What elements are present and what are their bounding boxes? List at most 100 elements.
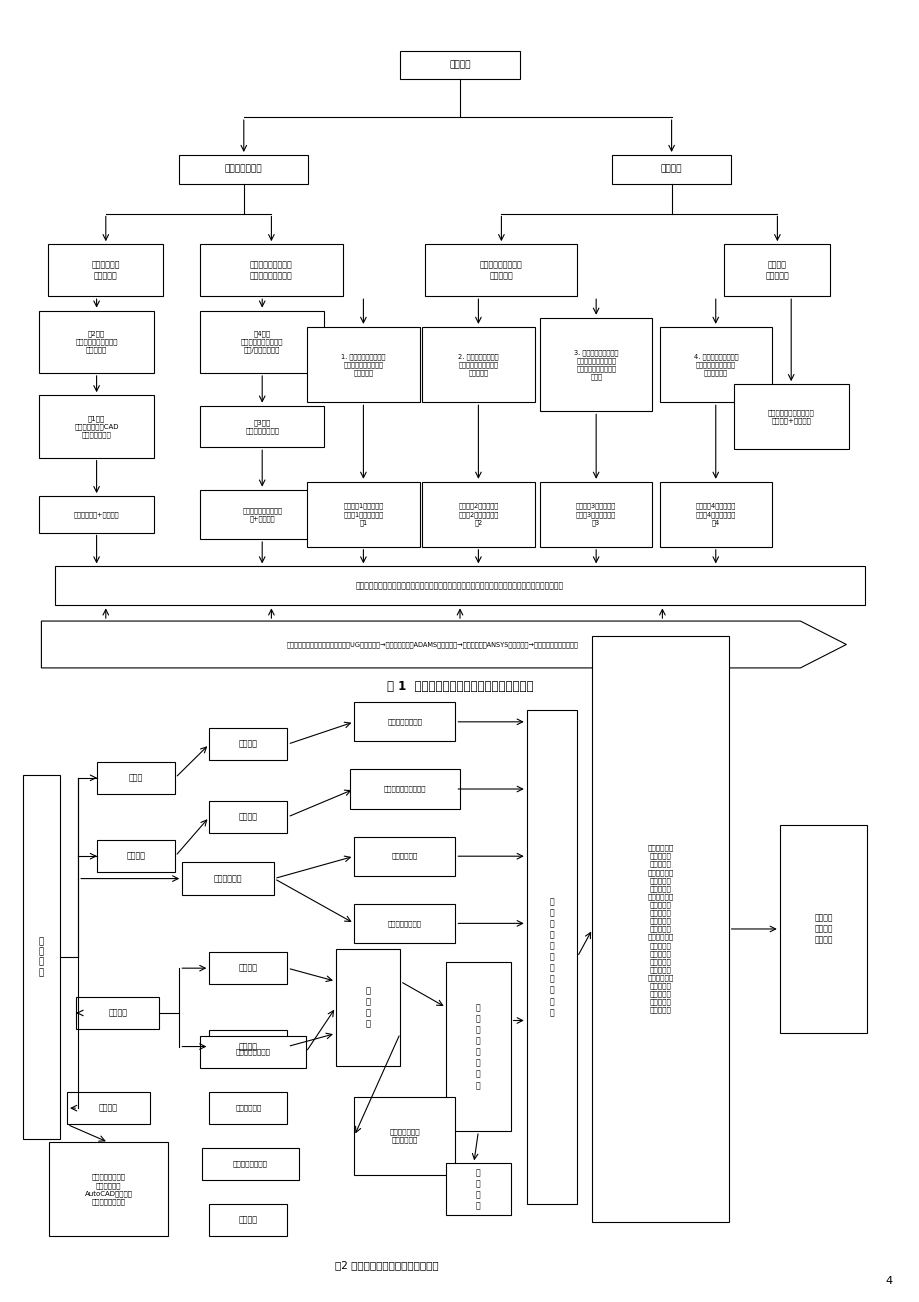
Text: 线性代数: 线性代数	[127, 852, 145, 861]
Polygon shape	[41, 621, 845, 668]
FancyBboxPatch shape	[210, 952, 287, 984]
FancyBboxPatch shape	[539, 318, 652, 411]
FancyBboxPatch shape	[526, 710, 577, 1204]
FancyBboxPatch shape	[539, 482, 652, 547]
FancyBboxPatch shape	[179, 155, 308, 184]
Text: 专业课群4＋产品设计
与实现4＋工程设计专
题4: 专业课群4＋产品设计 与实现4＋工程设计专 题4	[695, 503, 735, 526]
Text: 工程能力: 工程能力	[660, 165, 682, 173]
Text: 图2 以能力培养为核心的课程体系图: 图2 以能力培养为核心的课程体系图	[335, 1260, 437, 1269]
Text: 高
等
数
学: 高 等 数 学	[39, 937, 44, 976]
FancyBboxPatch shape	[39, 310, 154, 372]
FancyBboxPatch shape	[400, 51, 519, 79]
Text: 2. 机械电子工程方向
机电系统结构与控制综
合设计能力: 2. 机械电子工程方向 机电系统结构与控制综 合设计能力	[458, 353, 498, 376]
FancyBboxPatch shape	[67, 1092, 150, 1125]
FancyBboxPatch shape	[354, 837, 455, 876]
FancyBboxPatch shape	[39, 396, 154, 458]
Text: 毕业设计
（综合设
计能力）: 毕业设计 （综合设 计能力）	[813, 914, 832, 944]
FancyBboxPatch shape	[97, 840, 176, 872]
Text: 能力训练：工程制
图课程设计、
AutoCAD实训、三
维工程软件实训。: 能力训练：工程制 图课程设计、 AutoCAD实训、三 维工程软件实训。	[85, 1174, 132, 1204]
FancyBboxPatch shape	[199, 310, 324, 372]
Text: 机械工程测试技术基础: 机械工程测试技术基础	[383, 785, 425, 793]
Text: 单片机原理及应用: 单片机原理及应用	[388, 921, 421, 927]
Text: 第1学期
基于手绘和二维CAD
的结构表达能力: 第1学期 基于手绘和二维CAD 的结构表达能力	[74, 415, 119, 437]
Text: 4: 4	[884, 1276, 891, 1286]
Text: 理论力学: 理论力学	[239, 963, 257, 973]
Text: 能力训练：机械
设计课程设计: 能力训练：机械 设计课程设计	[389, 1129, 420, 1143]
Text: 构思与分析能力: 构思与分析能力	[225, 165, 262, 173]
FancyBboxPatch shape	[199, 490, 324, 539]
FancyBboxPatch shape	[779, 825, 867, 1034]
FancyBboxPatch shape	[199, 245, 342, 297]
Text: 第4学期
机械动力学分析及机构
设计/产品概念设计: 第4学期 机械动力学分析及机构 设计/产品概念设计	[241, 331, 283, 353]
Text: 4. 液体传动与控制方向
机电液气一体化综合设
计与控制能力: 4. 液体传动与控制方向 机电液气一体化综合设 计与控制能力	[693, 353, 737, 376]
Text: 工程制图课群+设计实训: 工程制图课群+设计实训	[74, 510, 119, 518]
FancyBboxPatch shape	[210, 1030, 287, 1062]
FancyBboxPatch shape	[611, 155, 731, 184]
FancyBboxPatch shape	[354, 702, 455, 741]
Text: 金属热加工工艺概: 金属热加工工艺概	[233, 1161, 267, 1168]
Text: 设计平台：一年级三维工程设计软件UG（一年级）→动力学分析软件ADAMS（二年级）→结构分析软件ANSYS（三年级）→软件综合应用（四年级）: 设计平台：一年级三维工程设计软件UG（一年级）→动力学分析软件ADAMS（二年级…	[286, 641, 578, 648]
Text: 项目驱动的课外科技活动＋知识技能竞赛（制图大赛、力学竞赛、机械设计大赛等）＋企业学习与实践: 项目驱动的课外科技活动＋知识技能竞赛（制图大赛、力学竞赛、机械设计大赛等）＋企业…	[356, 582, 563, 590]
FancyBboxPatch shape	[49, 245, 164, 297]
Text: 材料力学: 材料力学	[239, 1042, 257, 1051]
FancyBboxPatch shape	[349, 769, 460, 809]
FancyBboxPatch shape	[733, 384, 848, 449]
Text: 工程制图: 工程制图	[99, 1104, 118, 1113]
Text: 专业能力: 专业能力	[448, 61, 471, 69]
Text: 综合能力
（四年级）: 综合能力 （四年级）	[765, 260, 789, 280]
Text: 机构运动学及动力学
分析能力（二年级）: 机构运动学及动力学 分析能力（二年级）	[250, 260, 292, 280]
FancyBboxPatch shape	[446, 1163, 510, 1215]
FancyBboxPatch shape	[592, 635, 728, 1221]
FancyBboxPatch shape	[422, 482, 534, 547]
Text: 概率论: 概率论	[129, 773, 143, 783]
Text: 3. 机械设计及制造方向
基于现代设计方法及理
论的机械产品设计和创
新能力: 3. 机械设计及制造方向 基于现代设计方法及理 论的机械产品设计和创 新能力	[573, 349, 618, 380]
Text: 机械工程材料: 机械工程材料	[235, 1105, 261, 1112]
FancyBboxPatch shape	[210, 1204, 287, 1237]
FancyBboxPatch shape	[202, 1148, 298, 1181]
FancyBboxPatch shape	[335, 949, 400, 1066]
FancyBboxPatch shape	[210, 1092, 287, 1125]
Text: 1. 机制工艺与设备方向
工艺设计能力、装备设
计初步能力: 1. 机制工艺与设备方向 工艺设计能力、装备设 计初步能力	[341, 353, 385, 376]
FancyBboxPatch shape	[200, 1036, 306, 1069]
Text: 机
械
设
计: 机 械 设 计	[365, 986, 370, 1029]
Text: 电工电子技术: 电工电子技术	[214, 874, 242, 883]
FancyBboxPatch shape	[49, 1142, 168, 1236]
FancyBboxPatch shape	[97, 762, 176, 794]
FancyBboxPatch shape	[39, 496, 154, 533]
Text: 能力训练：按
四个专业方
向设置的课
程设计，分别
打造装备及
机械加工工
艺设计能力、
基于现代设
计理论及方
法的机械产
品设计和创
新能力、面向
装备及生: 能力训练：按 四个专业方 向设置的课 程设计，分别 打造装备及 机械加工工 艺设…	[647, 845, 673, 1013]
Text: 专业课群2＋产品设计
与实现2＋工程设计专
题2: 专业课群2＋产品设计 与实现2＋工程设计专 题2	[458, 503, 498, 526]
Text: 数学实习: 数学实习	[239, 1216, 257, 1225]
FancyBboxPatch shape	[307, 482, 419, 547]
Text: 第3学期
机械运动分析能力: 第3学期 机械运动分析能力	[245, 419, 278, 434]
Text: 机电传动控制: 机电传动控制	[391, 853, 417, 859]
FancyBboxPatch shape	[354, 1098, 455, 1176]
FancyBboxPatch shape	[210, 801, 287, 833]
Text: 专业课群1＋产品设计
与实现1＋工程设计专
题1: 专业课群1＋产品设计 与实现1＋工程设计专 题1	[343, 503, 383, 526]
FancyBboxPatch shape	[307, 327, 419, 402]
FancyBboxPatch shape	[55, 566, 864, 605]
Text: 机械工程控制基础: 机械工程控制基础	[387, 719, 422, 725]
Text: 机
械
制
造
技
术
基
础: 机 械 制 造 技 术 基 础	[475, 1004, 481, 1090]
Text: 积分变换: 积分变换	[239, 812, 257, 822]
FancyBboxPatch shape	[23, 775, 60, 1139]
FancyBboxPatch shape	[446, 962, 510, 1131]
FancyBboxPatch shape	[422, 327, 534, 402]
Text: 生
产
实
习: 生 产 实 习	[475, 1168, 481, 1211]
FancyBboxPatch shape	[210, 728, 287, 760]
Text: 有限元法: 有限元法	[239, 740, 257, 749]
FancyBboxPatch shape	[199, 406, 324, 448]
Text: 具有方向的专业能力
（三年级）: 具有方向的专业能力 （三年级）	[480, 260, 522, 280]
Text: 按
四
个
模
块
设
置
的
专
业
课: 按 四 个 模 块 设 置 的 专 业 课	[549, 897, 554, 1017]
FancyBboxPatch shape	[425, 245, 577, 297]
FancyBboxPatch shape	[182, 862, 274, 894]
FancyBboxPatch shape	[354, 904, 455, 943]
Text: 大学物理: 大学物理	[108, 1009, 127, 1017]
FancyBboxPatch shape	[659, 327, 771, 402]
Text: 互换性与技术测量: 互换性与技术测量	[235, 1049, 270, 1056]
Text: 第2学期
基于三维工程软件的结
构表达能力: 第2学期 基于三维工程软件的结 构表达能力	[75, 331, 118, 353]
Text: 力学、机械设计基础课
群+设计实训: 力学、机械设计基础课 群+设计实训	[242, 506, 282, 522]
FancyBboxPatch shape	[659, 482, 771, 547]
FancyBboxPatch shape	[76, 997, 159, 1029]
FancyBboxPatch shape	[724, 245, 829, 297]
Text: 以研究性学习为主的专业
方向课群+毕业设计: 以研究性学习为主的专业 方向课群+毕业设计	[767, 409, 813, 424]
